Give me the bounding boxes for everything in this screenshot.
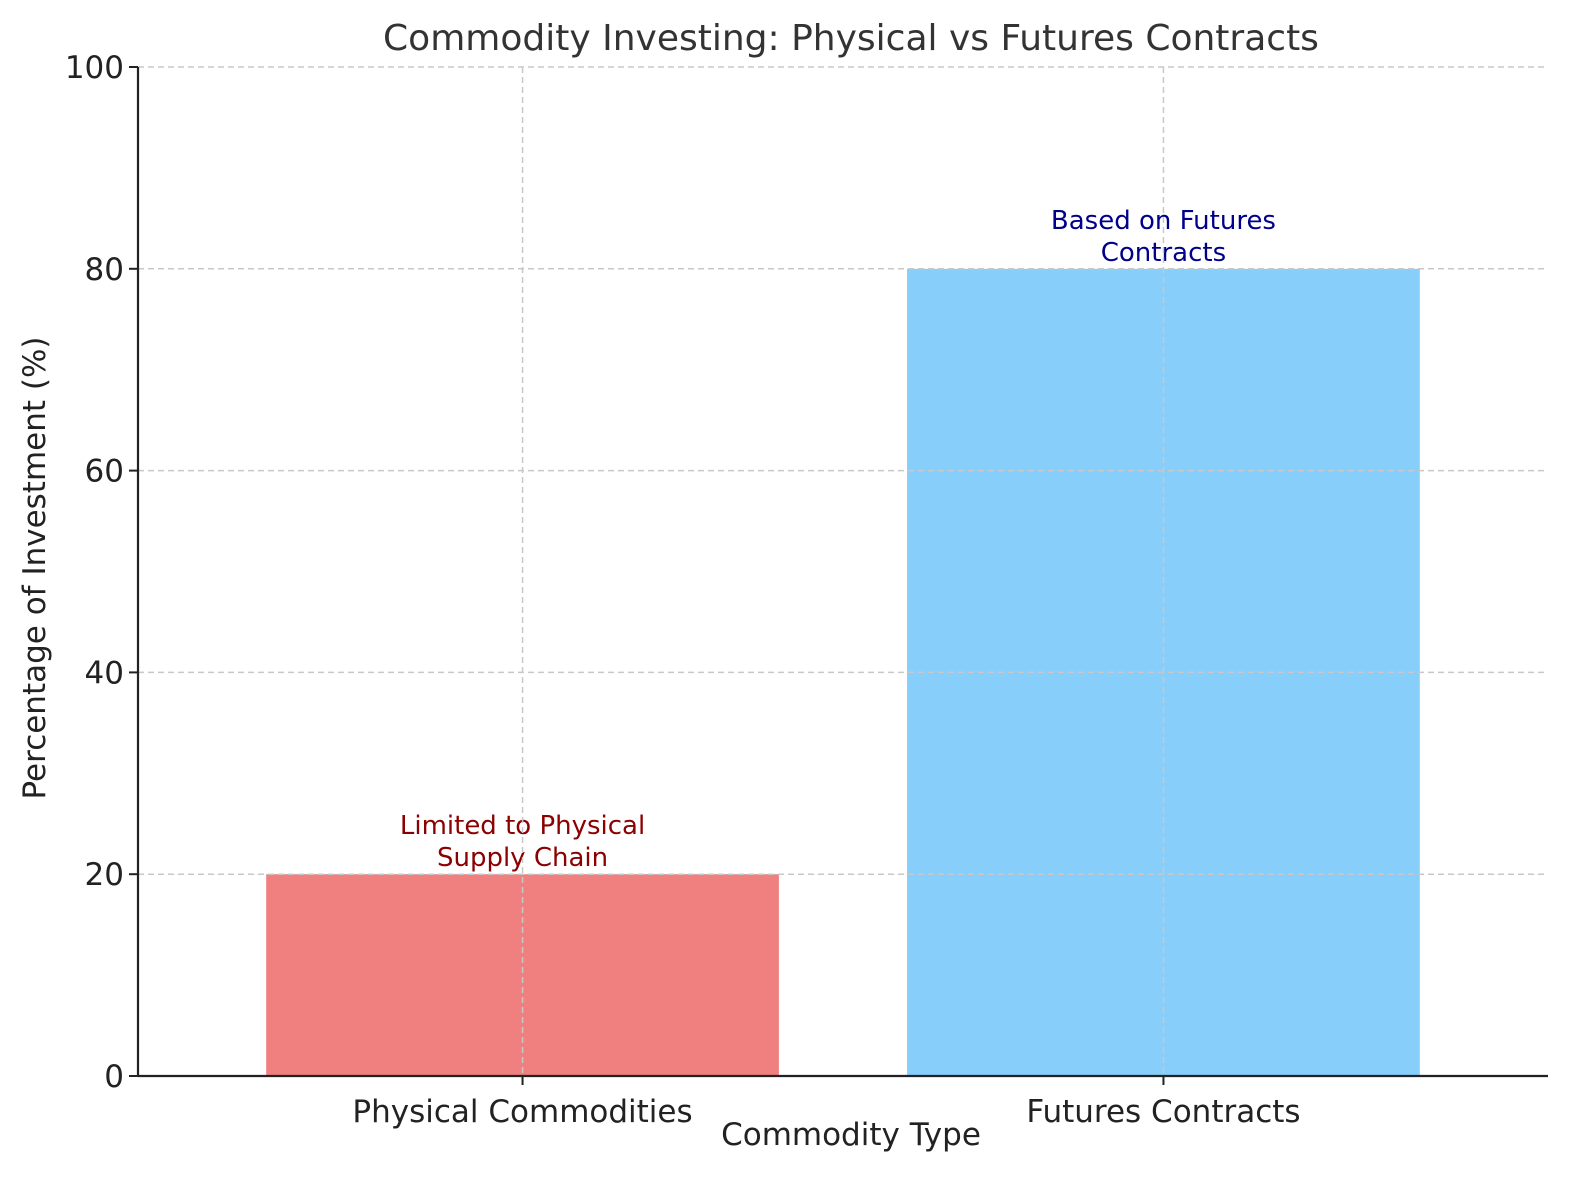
- y-tick-label: 40: [85, 655, 124, 691]
- x-tick-label: Physical Commodities: [352, 1094, 692, 1130]
- bar-annotation: Limited to Physical: [400, 811, 645, 841]
- x-axis-label: Commodity Type: [721, 1117, 981, 1153]
- y-tick-label: 60: [85, 454, 124, 490]
- y-axis-label: Percentage of Investment (%): [17, 336, 53, 799]
- chart-title: Commodity Investing: Physical vs Futures…: [383, 18, 1319, 59]
- grid-lines: [138, 66, 1548, 1076]
- axes-layer: 0 20 40 60 80 100 Physical Commodities Futures …: [65, 50, 1548, 1130]
- y-tick-label: 100: [65, 50, 124, 86]
- y-tick-label: 80: [85, 252, 124, 288]
- x-tick-label: Futures Contracts: [1026, 1094, 1300, 1130]
- y-tick-label: 0: [104, 1059, 124, 1095]
- bar: [266, 874, 779, 1076]
- y-tick-label: 20: [85, 857, 124, 893]
